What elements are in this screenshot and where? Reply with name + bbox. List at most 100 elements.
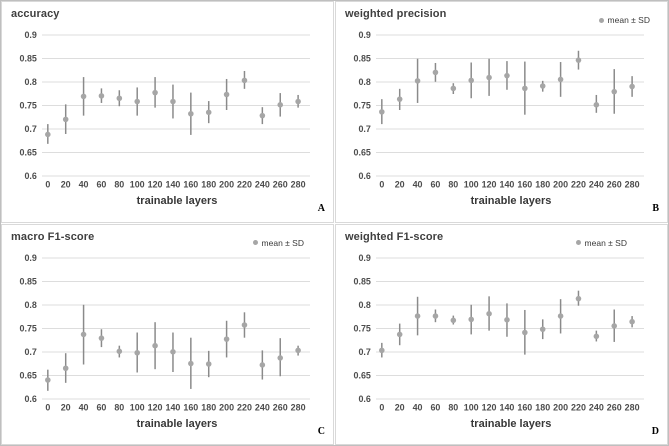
svg-text:280: 280 — [291, 402, 306, 412]
weighted-f1-plot-area: 0.90.850.80.750.70.650.60 20 40 60 80 100 120 1… — [354, 252, 645, 412]
svg-text:0.8: 0.8 — [358, 77, 370, 87]
svg-text:0.6: 0.6 — [24, 393, 36, 403]
x-axis-title: trainable layers — [470, 417, 552, 430]
svg-text:0.75: 0.75 — [20, 323, 37, 333]
svg-text:140: 140 — [500, 180, 515, 190]
svg-text:0: 0 — [379, 180, 384, 190]
panel-macro-f1-score: 0.9 0.85 0.8 0.75 0.7 0.65 0.6 0 20 40 60 80 100 120 1… — [1, 223, 334, 445]
svg-text:80: 80 — [448, 402, 458, 412]
svg-text:20: 20 — [395, 402, 405, 412]
panel-letter: C — [317, 425, 325, 437]
svg-text:60: 60 — [96, 402, 106, 412]
svg-text:20: 20 — [61, 180, 71, 190]
svg-text:100: 100 — [464, 402, 479, 412]
svg-text:0.7: 0.7 — [24, 124, 36, 134]
panel-letter: A — [317, 203, 325, 214]
weighted-precision-plot-area: 0.90.850.80.750.70.650.60 20 40 60 80 100 120 1… — [354, 30, 645, 190]
chart-title: weighted F1-score — [345, 230, 444, 243]
svg-text:200: 200 — [219, 402, 234, 412]
svg-text:0.65: 0.65 — [20, 370, 37, 380]
svg-text:120: 120 — [482, 180, 497, 190]
svg-text:200: 200 — [553, 402, 568, 412]
svg-text:80: 80 — [114, 180, 124, 190]
svg-text:280: 280 — [291, 180, 306, 190]
legend-label: mean ± SD — [584, 237, 627, 248]
svg-text:160: 160 — [183, 402, 198, 412]
svg-text:160: 160 — [517, 180, 532, 190]
legend-marker-icon — [598, 17, 604, 23]
svg-text:180: 180 — [201, 180, 216, 190]
legend: mean ± SD — [598, 15, 650, 25]
svg-text:200: 200 — [553, 180, 568, 190]
svg-text:0: 0 — [379, 402, 384, 412]
svg-text:140: 140 — [500, 402, 515, 412]
svg-text:0.9: 0.9 — [24, 30, 36, 40]
svg-text:240: 240 — [255, 180, 270, 190]
svg-text:40: 40 — [79, 180, 89, 190]
svg-text:0.75: 0.75 — [354, 100, 371, 110]
svg-text:0.65: 0.65 — [20, 147, 37, 157]
svg-text:0.7: 0.7 — [358, 124, 370, 134]
svg-text:100: 100 — [464, 180, 479, 190]
svg-text:120: 120 — [482, 402, 497, 412]
svg-text:260: 260 — [607, 402, 622, 412]
svg-text:220: 220 — [237, 402, 252, 412]
svg-text:280: 280 — [625, 180, 640, 190]
svg-text:0.85: 0.85 — [20, 53, 37, 63]
svg-text:40: 40 — [413, 180, 423, 190]
x-axis-title: trainable layers — [136, 417, 218, 430]
x-axis-title: trainable layers — [470, 195, 552, 207]
panel-weighted-f1-score: 0.9 0.85 0.8 0.75 0.7 0.65 0.6 0 20 40 60 80 100 120 1… — [335, 223, 668, 445]
svg-text:0.6: 0.6 — [358, 171, 370, 181]
legend: mean ± SD — [575, 237, 627, 248]
svg-text:0.65: 0.65 — [354, 370, 371, 380]
svg-text:40: 40 — [413, 402, 423, 412]
chart-title: weighted precision — [345, 8, 447, 20]
svg-text:80: 80 — [448, 180, 458, 190]
legend-label: mean ± SD — [261, 237, 304, 248]
chart-title: accuracy — [11, 8, 60, 20]
panel-letter: D — [651, 425, 659, 437]
svg-text:0.75: 0.75 — [354, 323, 371, 333]
svg-text:180: 180 — [535, 402, 550, 412]
svg-text:120: 120 — [148, 180, 163, 190]
svg-text:220: 220 — [237, 180, 252, 190]
svg-text:140: 140 — [166, 180, 181, 190]
svg-text:220: 220 — [571, 402, 586, 412]
svg-text:0.8: 0.8 — [24, 77, 36, 87]
svg-text:260: 260 — [273, 402, 288, 412]
svg-text:0.6: 0.6 — [24, 171, 36, 181]
svg-text:180: 180 — [535, 180, 550, 190]
chart-title: macro F1-score — [11, 230, 95, 243]
macro-f1-plot-area: 0.90.850.80.750.70.650.60 20 40 60 80 100 120 1… — [20, 252, 311, 412]
svg-text:20: 20 — [61, 402, 71, 412]
svg-text:0.6: 0.6 — [358, 393, 370, 403]
svg-text:100: 100 — [130, 402, 145, 412]
svg-text:260: 260 — [607, 180, 622, 190]
svg-text:80: 80 — [114, 402, 124, 412]
svg-text:60: 60 — [430, 402, 440, 412]
x-axis-title: trainable layers — [136, 195, 218, 207]
svg-text:0.75: 0.75 — [20, 100, 37, 110]
svg-text:0: 0 — [45, 180, 50, 190]
svg-text:0.7: 0.7 — [24, 346, 36, 356]
svg-text:260: 260 — [273, 180, 288, 190]
svg-text:200: 200 — [219, 180, 234, 190]
svg-text:0.9: 0.9 — [358, 252, 370, 262]
svg-text:0.85: 0.85 — [354, 276, 371, 286]
legend: mean ± SD — [252, 237, 304, 248]
svg-text:0.9: 0.9 — [24, 252, 36, 262]
svg-text:0: 0 — [45, 402, 50, 412]
svg-text:160: 160 — [517, 402, 532, 412]
svg-text:240: 240 — [255, 402, 270, 412]
svg-text:240: 240 — [589, 180, 604, 190]
svg-text:0.85: 0.85 — [20, 276, 37, 286]
svg-text:100: 100 — [130, 180, 145, 190]
svg-text:0.9: 0.9 — [358, 30, 370, 40]
svg-text:0.8: 0.8 — [24, 299, 36, 309]
svg-text:120: 120 — [148, 402, 163, 412]
svg-text:0.65: 0.65 — [354, 147, 371, 157]
panel-letter: B — [652, 203, 659, 214]
svg-text:280: 280 — [625, 402, 640, 412]
